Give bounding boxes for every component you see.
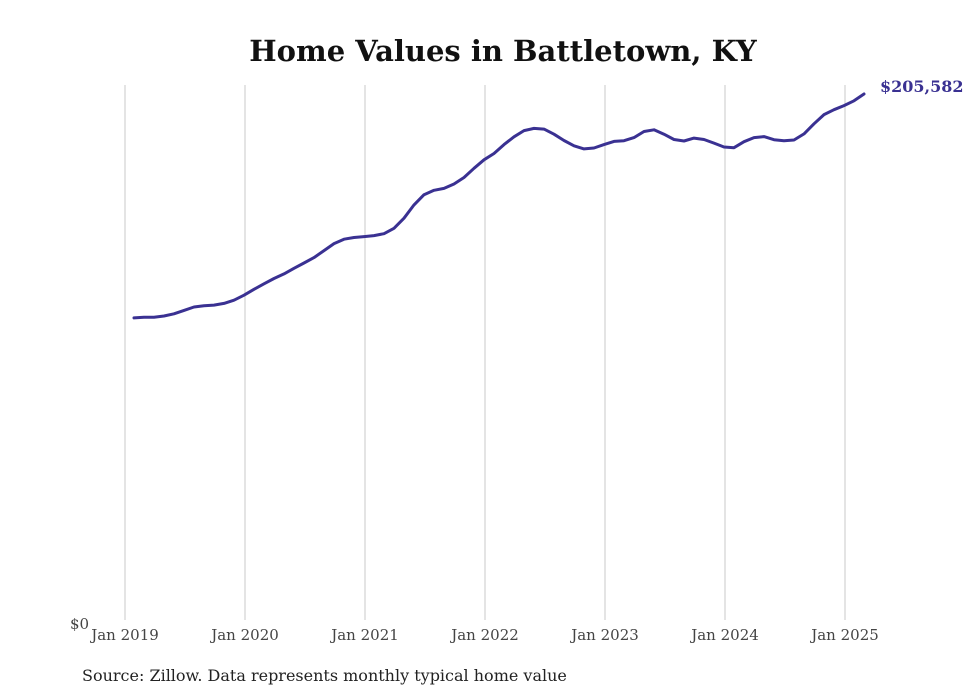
x-tick-label: Jan 2025 — [809, 626, 879, 644]
x-tick-label: Jan 2022 — [449, 626, 519, 644]
source-note: Source: Zillow. Data represents monthly … — [82, 666, 567, 685]
y-axis-zero-label: $0 — [70, 615, 89, 633]
latest-value-label: $205,582 — [880, 77, 964, 96]
x-tick-label: Jan 2023 — [569, 626, 639, 644]
home-value-line — [132, 92, 866, 320]
x-tick-label: Jan 2021 — [329, 626, 399, 644]
x-tick-label: Jan 2024 — [689, 626, 759, 644]
x-tick-label: Jan 2019 — [89, 626, 159, 644]
gridlines — [124, 85, 846, 620]
x-tick-label: Jan 2020 — [209, 626, 279, 644]
chart-title: Home Values in Battletown, KY — [249, 34, 757, 68]
x-axis-ticks: Jan 2019 Jan 2020 Jan 2021 Jan 2022 Jan 2023… — [89, 626, 879, 644]
